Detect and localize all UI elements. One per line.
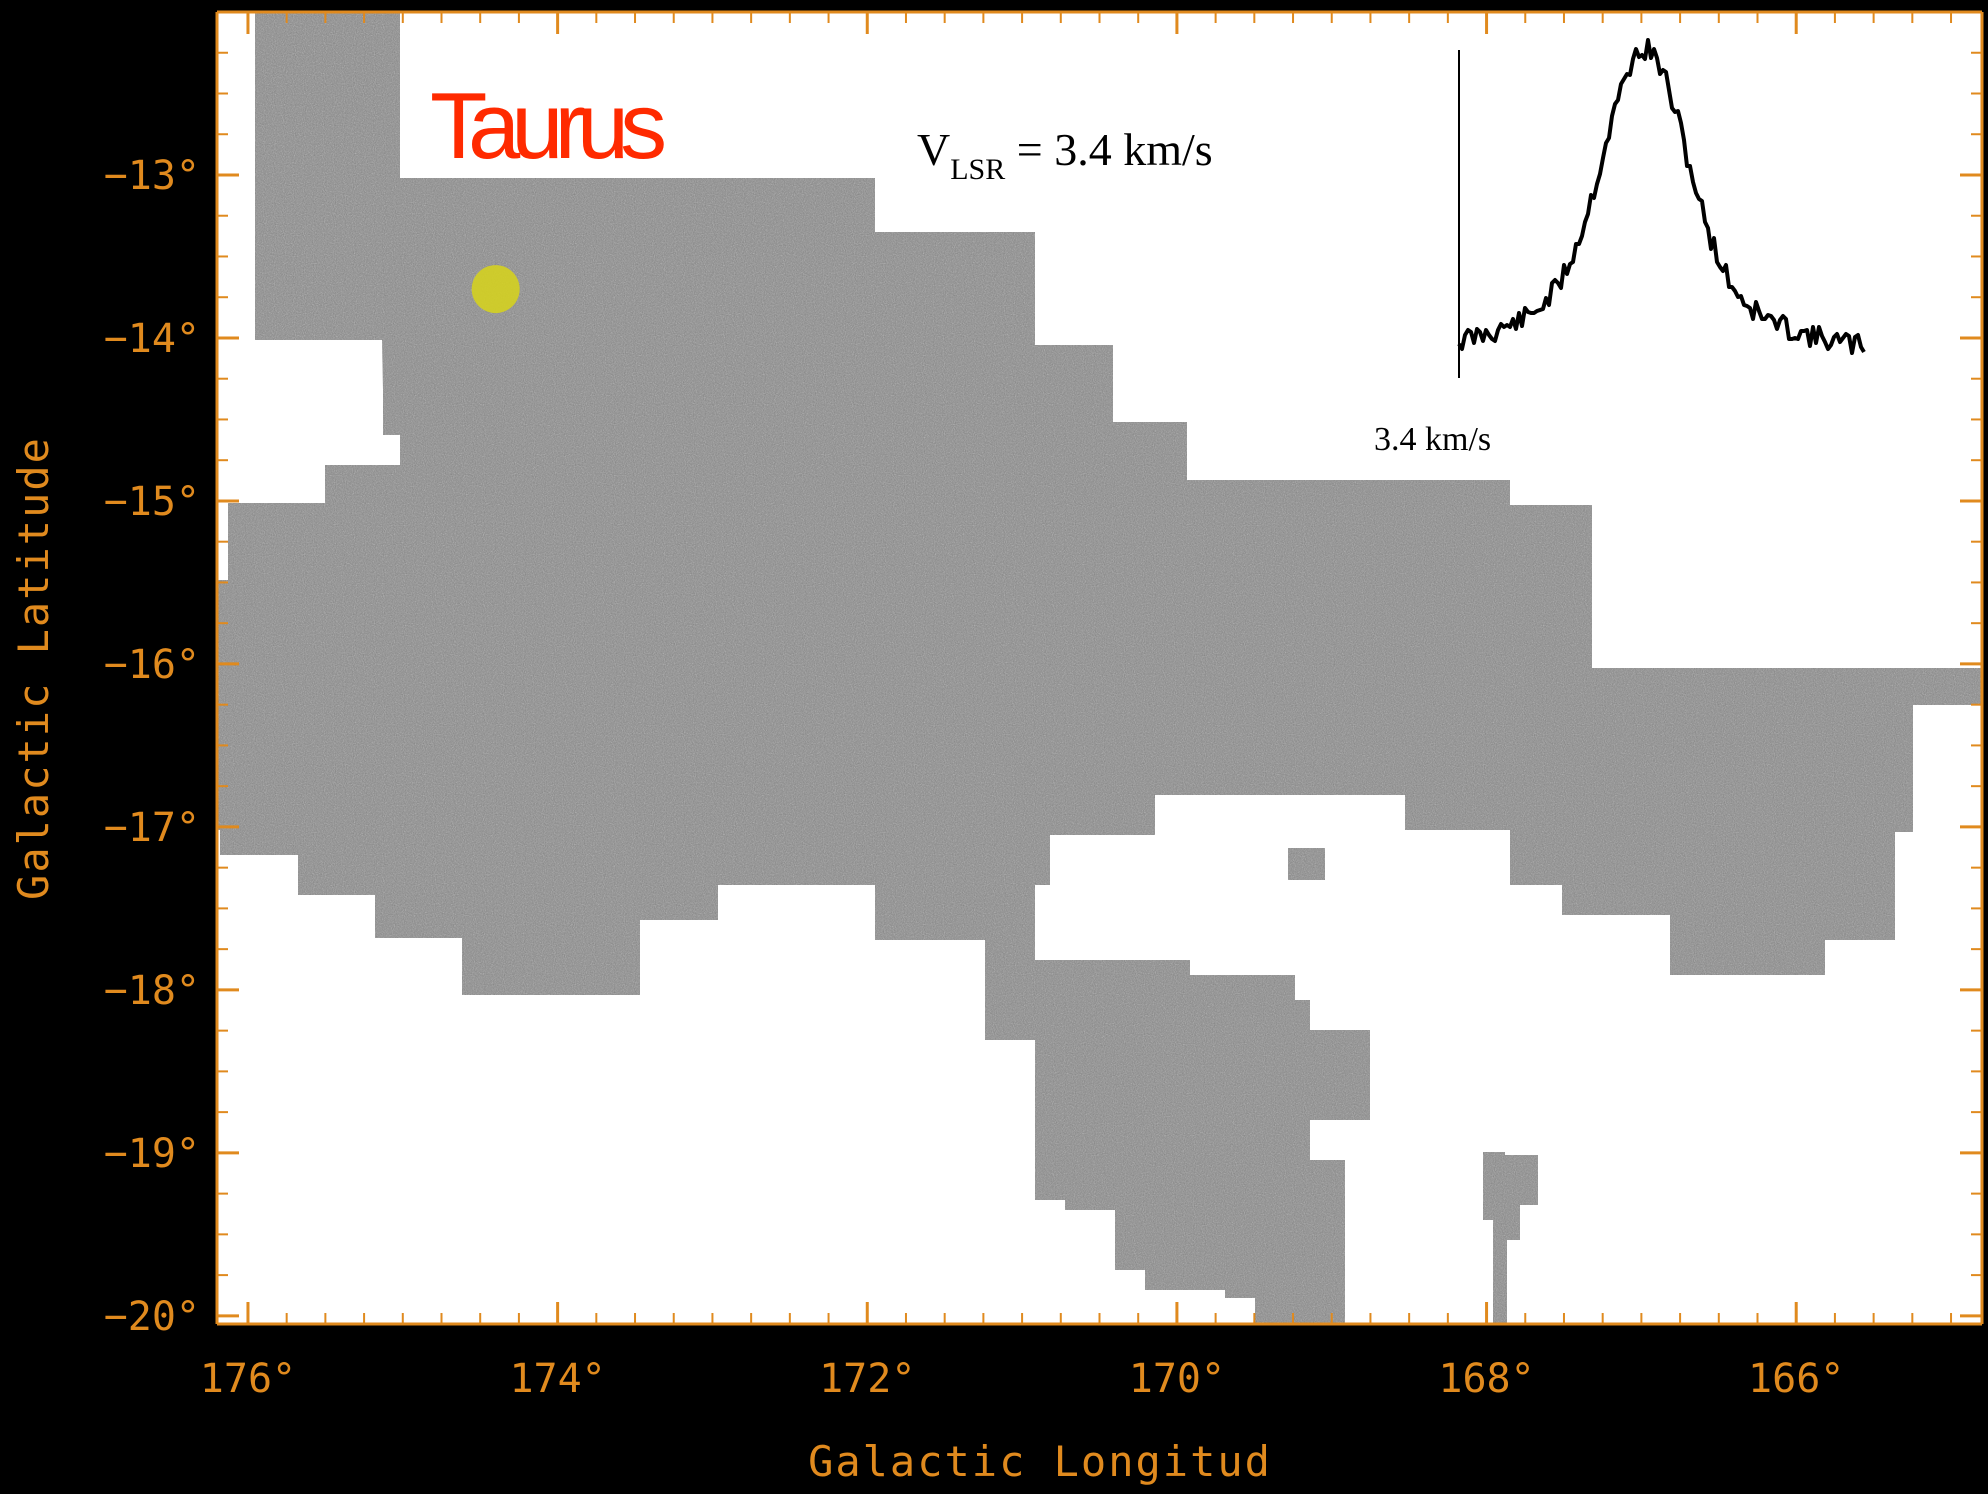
axis-tick-labels: 176° 174° 172° 170° 168° 166° −13° −14° −15° −16°…	[104, 153, 1845, 1402]
y-tick-label: −14°	[104, 316, 200, 362]
velocity-annotation: VLSR = 3.4 km/s	[917, 124, 1213, 186]
y-axis-label: Galactic Latitude	[9, 436, 58, 900]
y-tick-label: −16°	[104, 642, 200, 688]
spectrum-reference-label: 3.4 km/s	[1374, 421, 1491, 458]
x-tick-label: 176°	[200, 1356, 296, 1402]
y-tick-label: −20°	[104, 1294, 200, 1340]
x-tick-label: 166°	[1748, 1356, 1844, 1402]
y-tick-label: −18°	[104, 968, 200, 1014]
y-tick-label: −17°	[104, 805, 200, 851]
inset-spectrum: 3.4 km/s	[1374, 38, 1866, 458]
velocity-label-main: V	[917, 124, 950, 175]
source-position-marker	[471, 265, 520, 314]
spectrum-line	[1457, 38, 1866, 355]
y-tick-label: −19°	[104, 1131, 200, 1177]
x-tick-label: 172°	[819, 1356, 915, 1402]
x-tick-label: 174°	[509, 1356, 605, 1402]
velocity-label-value: = 3.4 km/s	[1005, 124, 1212, 175]
axis-ticks	[217, 12, 1982, 1324]
x-tick-label: 170°	[1129, 1356, 1225, 1402]
y-tick-label: −13°	[104, 153, 200, 199]
x-tick-label: 168°	[1438, 1356, 1534, 1402]
velocity-label-sub: LSR	[950, 153, 1005, 186]
chart-title: Taurus	[430, 73, 664, 178]
y-tick-label: −15°	[104, 479, 200, 525]
x-axis-label: Galactic Longitud	[808, 1437, 1272, 1486]
